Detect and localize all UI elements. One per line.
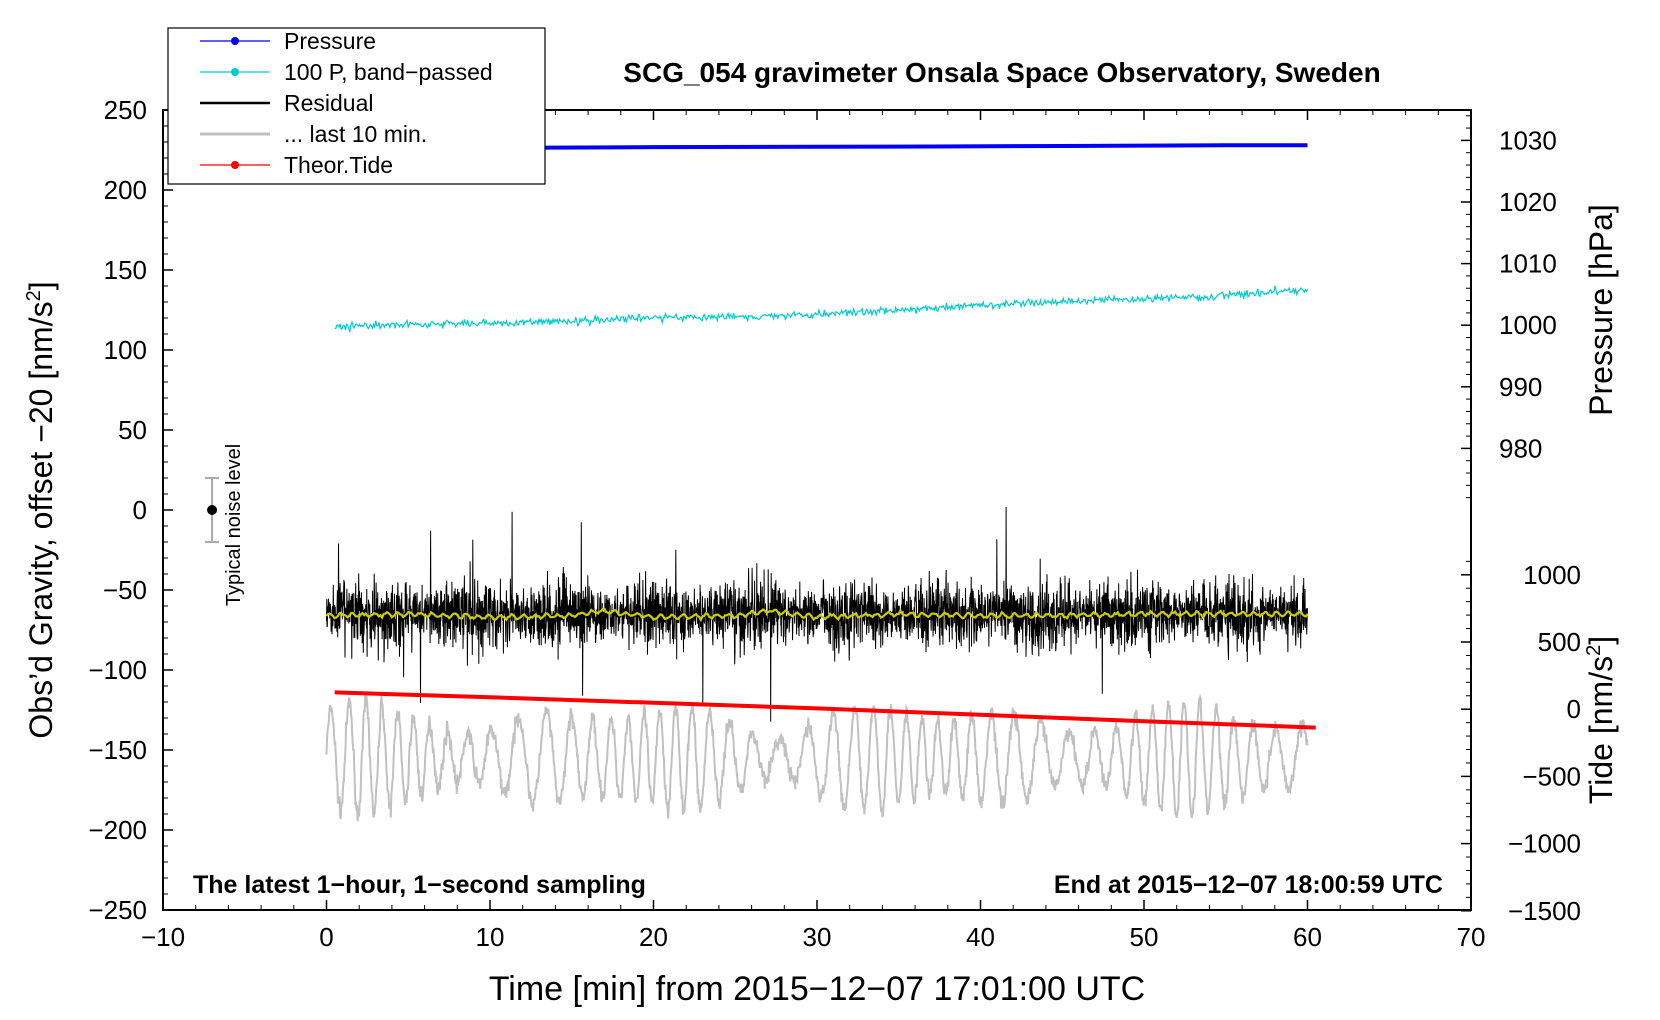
pressure-tick-label: 1000 xyxy=(1499,310,1557,340)
y-tick-label: 100 xyxy=(104,335,147,365)
x-tick-label: 50 xyxy=(1130,922,1159,952)
tide-tick-label: 500 xyxy=(1538,627,1581,657)
y-axis-pressure-label: Pressure [hPa] xyxy=(1583,204,1619,416)
pressure-tick-label: 980 xyxy=(1499,433,1542,463)
x-tick-label: 70 xyxy=(1457,922,1486,952)
series-residual-smoothed xyxy=(325,607,1309,623)
tide-tick-label: −1000 xyxy=(1508,829,1581,859)
legend-marker xyxy=(231,68,239,76)
annotation-bottom-left: The latest 1−hour, 1−second sampling xyxy=(193,871,646,899)
tide-tick-label: 1000 xyxy=(1523,560,1581,590)
series-theoretical-tide xyxy=(334,690,1316,730)
legend-label: 100 P, band−passed xyxy=(284,59,493,85)
pressure-tick-label: 990 xyxy=(1499,372,1542,402)
y-tick-label: 150 xyxy=(104,255,147,285)
y-tick-label: 250 xyxy=(104,95,147,125)
y-axis-tide: 1000 500 0 −500 −1000 −1500 xyxy=(1461,560,1581,926)
y-axis-left-label-main: Obs’d Gravity, offset −20 [nm/s xyxy=(23,301,59,738)
y-tick-label: −150 xyxy=(88,735,147,765)
legend-label: Residual xyxy=(284,90,374,116)
noise-dot xyxy=(207,505,218,515)
y-tick-label: −100 xyxy=(88,655,147,685)
x-tick-label: 0 xyxy=(319,922,333,952)
x-tick-label: 10 xyxy=(476,922,505,952)
pressure-tick-label: 1020 xyxy=(1499,187,1557,217)
pressure-tick-label: 1010 xyxy=(1499,249,1557,279)
y-axis-left: 250 200 150 100 50 0 −50 −100 −150 −200 −250 xyxy=(88,95,173,925)
x-tick-label: 60 xyxy=(1293,922,1322,952)
y-axis-tide-label-end: ] xyxy=(1583,636,1619,645)
noise-level-marker xyxy=(205,477,220,543)
plot-area xyxy=(325,143,1316,822)
tide-tick-label: 0 xyxy=(1567,694,1581,724)
y-tick-label: 50 xyxy=(118,415,147,445)
y-tick-label: −50 xyxy=(103,575,147,605)
x-axis-label: Time [min] from 2015−12−07 17:01:00 UTC xyxy=(489,970,1145,1008)
chart-title: SCG_054 gravimeter Onsala Space Observat… xyxy=(623,57,1380,88)
y-tick-label: 0 xyxy=(133,495,147,525)
legend-box xyxy=(167,27,546,185)
y-axis-pressure: 1030 1020 1010 1000 990 980 xyxy=(1461,115,1557,499)
legend: Pressure 100 P, band−passed Residual ... la… xyxy=(167,27,546,185)
y-axis-left-label: Obs’d Gravity, offset −20 [nm/s2] xyxy=(23,281,59,738)
noise-level-label: Typical noise level xyxy=(223,444,245,606)
legend-marker xyxy=(231,37,239,45)
legend-label: Theor.Tide xyxy=(284,152,393,178)
y-axis-tide-label-sup: 2 xyxy=(1583,645,1605,656)
y-axis-tide-label-main: Tide [nm/s xyxy=(1583,656,1619,804)
legend-label: ... last 10 min. xyxy=(284,121,427,147)
y-tick-label: −200 xyxy=(88,815,147,845)
annotation-bottom-right: End at 2015−12−07 18:00:59 UTC xyxy=(1054,871,1443,899)
x-tick-label: 20 xyxy=(639,922,668,952)
pressure-tick-label: 1030 xyxy=(1499,125,1557,155)
x-tick-label: 40 xyxy=(966,922,995,952)
y-axis-left-label-sup: 2 xyxy=(23,290,45,301)
y-axis-left-label-end: ] xyxy=(23,281,59,290)
x-tick-label: 30 xyxy=(803,922,832,952)
tide-tick-label: −1500 xyxy=(1508,896,1581,926)
y-tick-label: 200 xyxy=(104,175,147,205)
x-tick-label: −10 xyxy=(141,922,185,952)
y-tick-label: −250 xyxy=(88,895,147,925)
series-last-10-min xyxy=(325,692,1309,822)
x-axis: −10 0 10 20 30 40 50 60 70 xyxy=(141,110,1486,952)
series-pressure-bandpassed xyxy=(334,285,1309,333)
y-axis-tide-label: Tide [nm/s2] xyxy=(1583,636,1619,804)
legend-marker xyxy=(231,161,239,169)
series-residual xyxy=(326,506,1308,722)
legend-label: Pressure xyxy=(284,28,376,54)
tide-tick-label: −500 xyxy=(1522,761,1581,791)
